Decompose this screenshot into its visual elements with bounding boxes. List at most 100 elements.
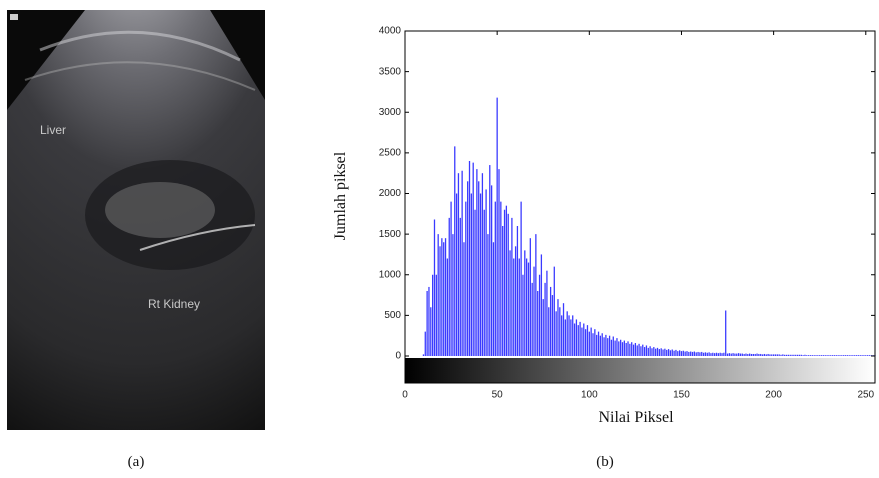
bar — [726, 353, 729, 356]
bar — [789, 354, 791, 356]
y-tick-label: 2000 — [379, 188, 402, 199]
bar — [608, 335, 611, 356]
bar — [754, 353, 756, 356]
x-axis-label: Nilai Piksel — [598, 409, 674, 426]
bar — [468, 161, 471, 356]
bar — [522, 274, 524, 356]
bar — [586, 325, 589, 356]
bar — [697, 351, 699, 356]
bar — [822, 355, 825, 356]
bar — [752, 353, 754, 356]
bar — [424, 331, 426, 356]
x-tick-label: 50 — [492, 390, 504, 401]
bar — [712, 352, 714, 356]
bar — [625, 343, 627, 356]
bar — [581, 327, 583, 356]
bar — [444, 238, 447, 356]
bar — [699, 352, 701, 356]
bar — [553, 266, 555, 356]
bar — [760, 353, 762, 356]
bar — [772, 354, 775, 356]
bar — [520, 201, 522, 356]
bar — [730, 353, 732, 356]
bar — [465, 201, 467, 356]
bar — [855, 355, 858, 356]
y-tick-label: 1500 — [379, 229, 402, 240]
bar — [796, 354, 799, 356]
bar — [443, 242, 445, 356]
bar — [809, 355, 812, 356]
bar — [548, 307, 550, 356]
bar — [677, 351, 679, 356]
bar — [688, 351, 690, 356]
bar — [701, 351, 703, 356]
bar — [702, 352, 705, 356]
x-tick-label: 200 — [765, 390, 782, 401]
bar — [557, 299, 559, 356]
bar — [682, 350, 684, 356]
bar — [813, 355, 815, 356]
bar — [439, 246, 441, 356]
bar — [509, 250, 511, 356]
bar — [833, 355, 836, 356]
bar — [769, 354, 771, 356]
bar — [588, 331, 590, 356]
image-annotation: Liver — [40, 123, 66, 137]
bar — [837, 355, 839, 356]
panel-caption: (b) — [596, 454, 614, 470]
bar — [736, 353, 738, 356]
bar — [452, 234, 454, 356]
bar — [647, 347, 649, 356]
bar — [636, 345, 638, 356]
x-tick-label: 150 — [673, 390, 690, 401]
bar — [467, 181, 469, 356]
bar — [454, 146, 456, 356]
bar — [660, 348, 662, 356]
y-axis-label: Jumlah piksel — [332, 151, 349, 240]
bar — [721, 353, 723, 356]
bar — [570, 319, 572, 356]
bar — [719, 352, 721, 356]
bar — [455, 193, 458, 356]
bar — [450, 201, 452, 356]
bar — [428, 286, 430, 356]
bar — [516, 226, 519, 356]
bar — [632, 344, 635, 356]
bar — [579, 321, 581, 356]
image-annotation: Rt Kidney — [148, 297, 200, 311]
bar — [483, 209, 485, 356]
bar — [572, 315, 574, 356]
bar — [564, 319, 566, 356]
bar — [655, 348, 657, 356]
bar — [542, 299, 544, 356]
bar — [537, 291, 539, 356]
bar — [476, 169, 478, 356]
bar — [481, 173, 484, 356]
bar — [524, 250, 526, 356]
bar — [629, 343, 631, 356]
bar — [865, 355, 867, 356]
bar — [859, 355, 861, 356]
bar — [728, 353, 731, 356]
bar — [448, 217, 450, 356]
bar — [577, 325, 579, 356]
bar — [800, 354, 802, 356]
y-tick-label: 3000 — [379, 107, 402, 118]
bar — [806, 355, 808, 356]
bar — [745, 353, 747, 356]
bar — [854, 355, 856, 356]
bar — [618, 341, 620, 356]
bar — [568, 315, 570, 356]
bar — [470, 193, 472, 356]
bar — [638, 343, 640, 356]
bar — [559, 307, 561, 356]
bar — [750, 353, 753, 356]
bar — [605, 334, 607, 356]
bar — [784, 354, 786, 356]
bar — [487, 234, 489, 356]
bar — [804, 354, 806, 356]
bar — [496, 97, 498, 356]
bar — [835, 355, 837, 356]
bar — [717, 353, 719, 356]
bar — [684, 351, 686, 356]
